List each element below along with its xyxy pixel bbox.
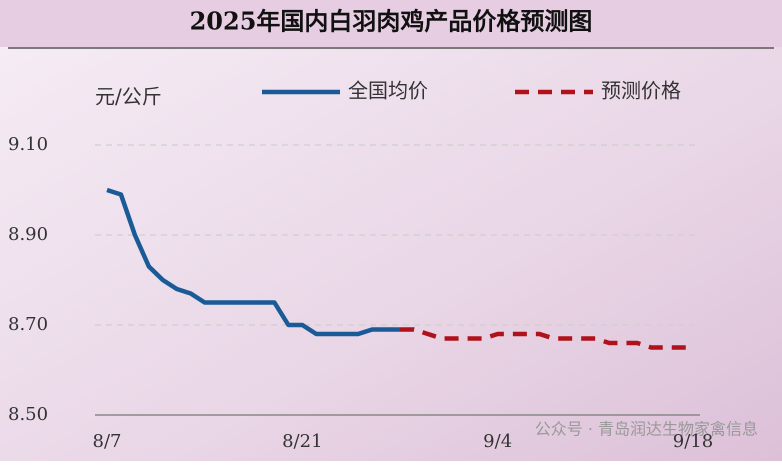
x-tick-label: 9/18 bbox=[673, 431, 713, 452]
title-band bbox=[0, 0, 782, 47]
legend-label: 全国均价 bbox=[348, 79, 428, 103]
y-axis-label: 元/公斤 bbox=[95, 85, 162, 109]
x-tick-label: 8/21 bbox=[282, 431, 322, 452]
y-tick-label: 8.90 bbox=[8, 224, 48, 245]
legend-label: 预测价格 bbox=[601, 79, 681, 103]
x-tick-label: 8/7 bbox=[93, 431, 122, 452]
y-tick-label: 9.10 bbox=[8, 134, 48, 155]
series-line bbox=[106, 187, 400, 337]
x-tick-label: 9/4 bbox=[483, 431, 512, 452]
y-tick-label: 8.50 bbox=[8, 404, 48, 425]
y-tick-label: 8.70 bbox=[8, 314, 48, 335]
chart-title: 2025年国内白羽肉鸡产品价格预测图 bbox=[190, 7, 593, 36]
watermark: 公众号 · 青岛润达生物家禽信息 bbox=[535, 420, 758, 439]
series-line bbox=[400, 327, 693, 350]
